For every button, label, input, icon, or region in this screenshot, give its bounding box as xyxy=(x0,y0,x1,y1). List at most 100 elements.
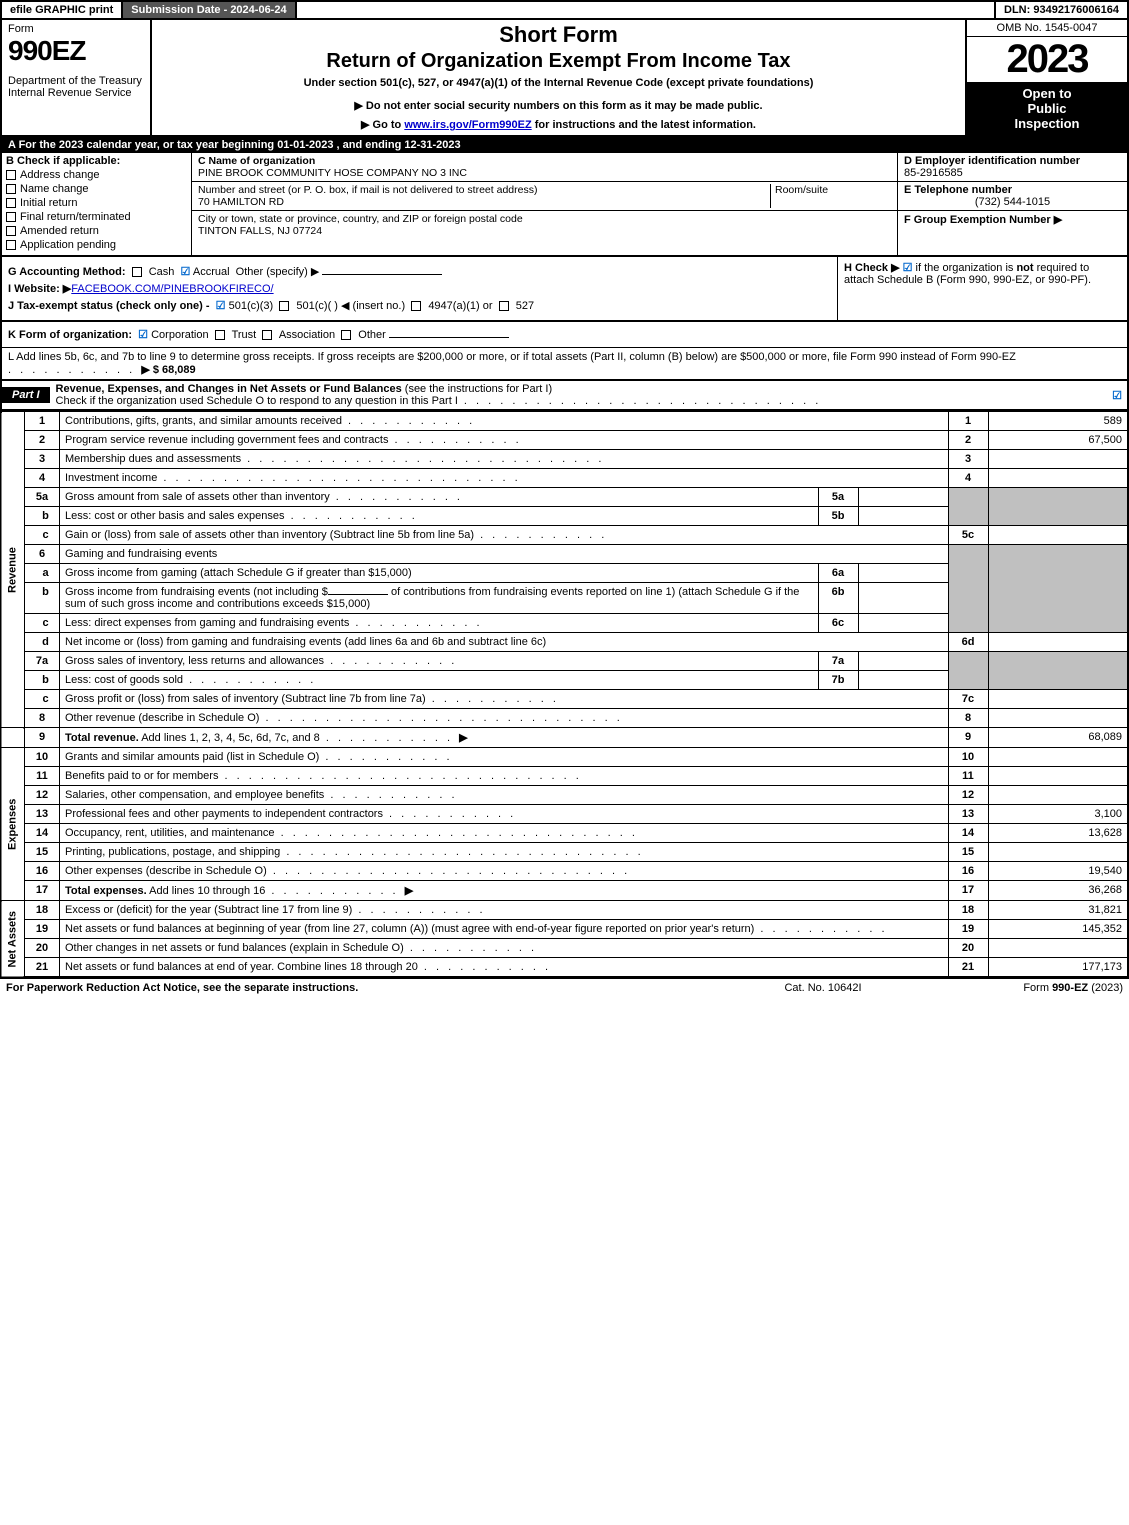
chk-4947[interactable] xyxy=(411,301,421,311)
line-6c-midval xyxy=(858,614,948,633)
line-15-value xyxy=(988,843,1128,862)
section-bcdef: B Check if applicable: Address change Na… xyxy=(0,153,1129,257)
line-6c-mid: 6c xyxy=(818,614,858,633)
line-15-num: 15 xyxy=(25,843,60,862)
department-text: Department of the TreasuryInternal Reven… xyxy=(8,75,144,99)
line-21-value: 177,173 xyxy=(988,958,1128,978)
line-6c-num: c xyxy=(25,614,60,633)
other-specify-input[interactable] xyxy=(322,274,442,275)
line-16-value: 19,540 xyxy=(988,862,1128,881)
line-5c-desc: Gain or (loss) from sale of assets other… xyxy=(60,526,949,545)
line-11-rnum: 11 xyxy=(948,767,988,786)
line-6a-desc: Gross income from gaming (attach Schedul… xyxy=(60,564,819,583)
line-2-num: 2 xyxy=(25,431,60,450)
line-11-desc: Benefits paid to or for members xyxy=(60,767,949,786)
line-14-desc: Occupancy, rent, utilities, and maintena… xyxy=(60,824,949,843)
line-6b-desc: Gross income from fundraising events (no… xyxy=(60,583,819,614)
org-name-cell: C Name of organization PINE BROOK COMMUN… xyxy=(192,153,897,182)
line-11-value xyxy=(988,767,1128,786)
col-c-org-info: C Name of organization PINE BROOK COMMUN… xyxy=(192,153,897,255)
chk-amended-return[interactable]: Amended return xyxy=(6,225,187,237)
line-6a-mid: 6a xyxy=(818,564,858,583)
under-section-text: Under section 501(c), 527, or 4947(a)(1)… xyxy=(158,77,959,89)
col-def: D Employer identification number 85-2916… xyxy=(897,153,1127,255)
line-15-rnum: 15 xyxy=(948,843,988,862)
other-org-input[interactable] xyxy=(389,337,509,338)
line-5b-desc: Less: cost or other basis and sales expe… xyxy=(60,507,819,526)
line-7c-value xyxy=(988,690,1128,709)
line-21-desc: Net assets or fund balances at end of ye… xyxy=(60,958,949,978)
line-6c-desc: Less: direct expenses from gaming and fu… xyxy=(60,614,819,633)
line-13-value: 3,100 xyxy=(988,805,1128,824)
line-1-value: 589 xyxy=(988,412,1128,431)
org-city-cell: City or town, state or province, country… xyxy=(192,211,897,239)
chk-application-pending[interactable]: Application pending xyxy=(6,239,187,251)
line-17-value: 36,268 xyxy=(988,881,1128,901)
footer-paperwork: For Paperwork Reduction Act Notice, see … xyxy=(6,982,723,994)
org-name-value: PINE BROOK COMMUNITY HOSE COMPANY NO 3 I… xyxy=(198,167,467,179)
line-6d-desc: Net income or (loss) from gaming and fun… xyxy=(60,633,949,652)
header-right: OMB No. 1545-0047 2023 Open to Public In… xyxy=(967,20,1127,135)
line-18-desc: Excess or (deficit) for the year (Subtra… xyxy=(60,901,949,920)
line-13-rnum: 13 xyxy=(948,805,988,824)
line-8-rnum: 8 xyxy=(948,709,988,728)
side-label-revenue: Revenue xyxy=(1,412,25,728)
line-18-num: 18 xyxy=(25,901,60,920)
line-17-num: 17 xyxy=(25,881,60,901)
line-6b-num: b xyxy=(25,583,60,614)
line-10-desc: Grants and similar amounts paid (list in… xyxy=(60,748,949,767)
ein-cell: D Employer identification number 85-2916… xyxy=(898,153,1127,182)
line-9-desc: Total revenue. Add lines 1, 2, 3, 4, 5c,… xyxy=(60,728,949,748)
tax-year: 2023 xyxy=(967,37,1127,82)
line-7c-num: c xyxy=(25,690,60,709)
part-1-check-o[interactable]: ☑ xyxy=(1107,389,1127,402)
line-6b-mid: 6b xyxy=(818,583,858,614)
chk-corporation-checked[interactable]: ☑ xyxy=(138,329,148,341)
line-1-desc: Contributions, gifts, grants, and simila… xyxy=(60,412,949,431)
line-6d-num: d xyxy=(25,633,60,652)
line-13-num: 13 xyxy=(25,805,60,824)
line-6-num: 6 xyxy=(25,545,60,564)
line-20-value xyxy=(988,939,1128,958)
chk-527[interactable] xyxy=(499,301,509,311)
chk-association[interactable] xyxy=(262,330,272,340)
efile-print-button[interactable]: efile GRAPHIC print xyxy=(2,2,123,18)
line-6a-num: a xyxy=(25,564,60,583)
line-5a-midval xyxy=(858,488,948,507)
line-6d-rnum: 6d xyxy=(948,633,988,652)
line-7ab-grey xyxy=(948,652,988,690)
chk-other-org[interactable] xyxy=(341,330,351,340)
line-5c-rnum: 5c xyxy=(948,526,988,545)
chk-final-return[interactable]: Final return/terminated xyxy=(6,211,187,223)
chk-address-change[interactable]: Address change xyxy=(6,169,187,181)
line-4-num: 4 xyxy=(25,469,60,488)
line-5ab-grey xyxy=(948,488,988,526)
chk-501c[interactable] xyxy=(279,301,289,311)
chk-initial-return[interactable]: Initial return xyxy=(6,197,187,209)
submission-date-button[interactable]: Submission Date - 2024-06-24 xyxy=(123,2,296,18)
chk-name-change[interactable]: Name change xyxy=(6,183,187,195)
group-exemption-cell: F Group Exemption Number ▶ xyxy=(898,211,1127,255)
line-17-rnum: 17 xyxy=(948,881,988,901)
row-a-tax-year: A For the 2023 calendar year, or tax yea… xyxy=(0,137,1129,153)
line-6d-value xyxy=(988,633,1128,652)
line-7a-mid: 7a xyxy=(818,652,858,671)
irs-url-link[interactable]: www.irs.gov/Form990EZ xyxy=(404,119,531,131)
row-g-accounting: G Accounting Method: Cash ☑ Accrual Othe… xyxy=(8,265,831,278)
chk-schedule-b-checked[interactable]: ☑ xyxy=(903,262,913,274)
main-title: Return of Organization Exempt From Incom… xyxy=(158,50,959,73)
line-14-rnum: 14 xyxy=(948,824,988,843)
chk-cash[interactable] xyxy=(132,267,142,277)
line-7b-midval xyxy=(858,671,948,690)
telephone-value: (732) 544-1015 xyxy=(904,196,1121,208)
omb-number: OMB No. 1545-0047 xyxy=(967,20,1127,37)
section-ghij: G Accounting Method: Cash ☑ Accrual Othe… xyxy=(0,257,1129,322)
chk-accrual-checked[interactable]: ☑ xyxy=(181,266,191,278)
line-12-num: 12 xyxy=(25,786,60,805)
line-21-rnum: 21 xyxy=(948,958,988,978)
website-link[interactable]: FACEBOOK.COM/PINEBROOKFIRECO/ xyxy=(71,283,273,295)
line-11-num: 11 xyxy=(25,767,60,786)
chk-501c3-checked[interactable]: ☑ xyxy=(216,300,226,312)
line-17-desc: Total expenses. Add lines 10 through 16 … xyxy=(60,881,949,901)
chk-trust[interactable] xyxy=(215,330,225,340)
